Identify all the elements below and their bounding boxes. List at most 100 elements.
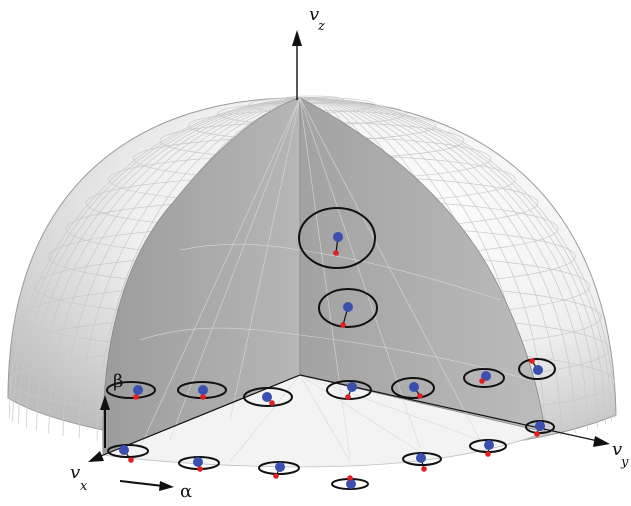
sphere-meridian-line <box>311 97 616 419</box>
blue-dot <box>262 392 272 402</box>
marker-ellipse <box>318 288 378 328</box>
blue-dot <box>416 453 426 463</box>
sphere-meridian-line <box>311 97 576 434</box>
cut-face-grid-line <box>299 249 501 301</box>
cut-face-grid-line <box>299 97 481 441</box>
cut-face-grid-line <box>229 97 301 421</box>
blue-dot <box>535 421 545 431</box>
alpha-axis-arrowhead <box>159 481 174 491</box>
marker-ellipse <box>106 381 156 399</box>
vx-label: v <box>70 462 80 483</box>
cut-face-grid-line <box>299 334 531 381</box>
sphere-meridian-line <box>8 97 313 419</box>
blue-dot <box>193 457 203 467</box>
blue-dot <box>119 445 129 455</box>
sphere-meridian-line <box>311 97 612 422</box>
velocity-marker <box>469 439 507 457</box>
alpha-label: α <box>180 481 192 502</box>
blue-dot <box>484 440 494 450</box>
velocity-marker <box>106 381 156 400</box>
blue-dot <box>409 382 419 392</box>
red-dot <box>273 473 279 479</box>
red-dot <box>485 451 491 457</box>
sphere-meridian-line <box>78 97 313 439</box>
red-dot <box>340 322 346 328</box>
sphere-meridian-line <box>62 97 313 436</box>
vx-label-sub: x <box>80 479 88 494</box>
marker-ellipse <box>298 207 376 269</box>
beta-axis-arrowhead <box>100 395 110 410</box>
vz-label-sub: z <box>317 19 325 34</box>
red-dot <box>128 457 134 463</box>
sphere-meridian-line <box>311 97 562 436</box>
velocity-marker <box>243 387 293 407</box>
velocity-marker <box>525 420 555 437</box>
sphere-meridian-line <box>96 97 313 441</box>
vz-label: v <box>309 4 319 25</box>
sphere-meridian-line <box>48 97 313 434</box>
blue-dot <box>333 232 343 242</box>
velocity-marker <box>326 380 372 400</box>
marker-ellipse <box>243 387 293 407</box>
cut-face-grid-line <box>229 374 301 463</box>
red-dot <box>347 475 353 481</box>
sphere-meridian-line <box>25 97 313 428</box>
vy-label-sub: y <box>620 455 629 470</box>
velocity-marker <box>518 358 556 380</box>
sphere-meridian-line <box>311 97 606 425</box>
sphere-meridian-line <box>18 97 313 425</box>
cut-face-grid-line <box>179 243 301 251</box>
vy-label: v <box>612 439 622 460</box>
blue-dot <box>275 462 285 472</box>
velocity-marker <box>391 377 435 399</box>
red-dot <box>479 378 485 384</box>
red-dot <box>200 394 206 400</box>
sphere-meridian-line <box>311 97 546 439</box>
velocity-marker <box>177 381 227 400</box>
sphere-meridian-line <box>12 97 313 422</box>
base-plane <box>101 374 547 468</box>
marker-ellipse <box>391 377 435 399</box>
red-dot <box>529 358 535 364</box>
blue-dot <box>533 365 543 375</box>
red-dot <box>421 466 427 472</box>
marker-ellipse <box>518 358 556 380</box>
blue-dot <box>346 479 356 489</box>
red-dot <box>333 250 339 256</box>
marker-ellipse <box>258 461 300 475</box>
velocity-marker <box>107 444 149 463</box>
cut-face-left <box>102 97 301 456</box>
vy-axis-arrowhead <box>593 436 610 447</box>
cut-face-grid-line <box>299 374 351 463</box>
velocity-marker <box>178 456 220 472</box>
cut-face-grid-line <box>139 327 301 341</box>
velocity-marker <box>463 368 505 388</box>
marker-ellipse <box>402 452 442 466</box>
vz-axis-arrowhead <box>292 30 302 46</box>
blue-dot <box>198 385 208 395</box>
red-dot <box>269 400 275 406</box>
red-dot <box>345 394 351 400</box>
cut-face-grid-line <box>139 97 301 449</box>
velocity-marker <box>258 461 300 479</box>
blue-dot <box>343 302 353 312</box>
velocity-marker <box>318 288 378 328</box>
cut-face-grid-line <box>299 97 421 449</box>
blue-dot <box>481 371 491 381</box>
red-dot <box>534 431 540 437</box>
velocity-markers <box>106 207 556 490</box>
alpha-axis-line <box>119 480 164 487</box>
sphere-meridian-line <box>311 97 588 431</box>
marker-ellipse <box>107 444 149 458</box>
sphere-meridian-line <box>36 97 313 431</box>
beta-label: β <box>113 371 123 392</box>
velocity-marker <box>402 452 442 472</box>
blue-dot <box>133 385 143 395</box>
red-dot <box>133 394 139 400</box>
vx-axis-arrowhead <box>88 451 104 462</box>
blue-dot <box>347 382 357 392</box>
cut-face-grid-line <box>299 374 421 453</box>
red-dot <box>417 393 423 399</box>
marker-ellipse <box>463 368 505 388</box>
